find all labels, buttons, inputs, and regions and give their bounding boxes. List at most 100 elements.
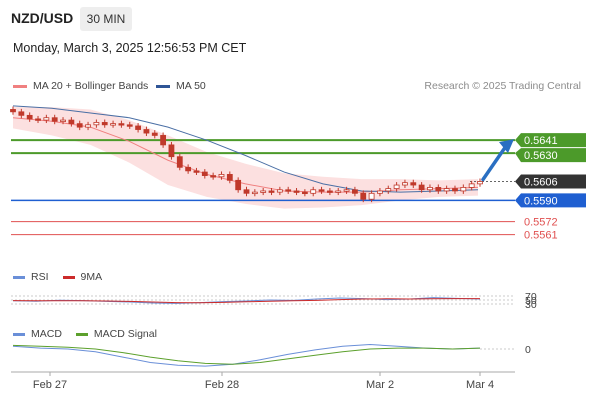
candle-body [326,190,333,193]
candle-body [410,182,417,186]
projection-arrow-head [499,139,514,154]
candle-body [377,190,383,194]
ma20-swatch [13,84,27,88]
candle-body [468,183,475,188]
candle-body [268,190,275,193]
candle-body [343,189,350,192]
candle-body [26,114,33,120]
candle-body [460,187,467,192]
legend-ma20-label: MA 20 + Bollinger Bands [33,80,149,92]
candle-body [143,129,150,134]
candle-body [427,187,433,191]
candle-body [185,166,192,172]
candle-body [68,119,75,125]
legend-rsi: RSI 9MA [13,271,102,283]
macd-line [12,343,481,367]
candle-body [193,170,200,173]
price-label-bg [515,133,586,148]
price-label: 0.5590 [524,195,558,207]
candle-body [443,188,450,192]
candle-body [310,189,317,194]
x-axis-label: Mar 2 [366,379,394,391]
candle-body [402,182,408,186]
x-axis-label: Feb 27 [33,379,67,391]
candle-body [51,117,58,122]
candle-body [276,189,283,193]
candle-body [393,184,400,189]
legend-macd-label: MACD [31,328,62,340]
candle-body [452,188,458,192]
candle-body [210,175,217,178]
candle-body [168,144,175,158]
macd-signal-line [12,344,481,365]
rsi-swatch [13,275,25,279]
candle-body [218,174,225,178]
rsi-ma-line [12,298,480,304]
rsi-tick-label: 50 [525,295,537,307]
candle-body [251,191,258,195]
candle-body [352,189,358,194]
candle-body [151,132,158,136]
candle-body [135,125,141,130]
candle-body [293,190,300,193]
symbol-title: NZD/USD [11,10,74,26]
copyright-text: Research © 2025 Trading Central [424,80,581,92]
projection-arrow [481,144,508,182]
legend-ma50: MA 50 [156,80,206,92]
ma50-line [12,105,479,193]
price-label: 0.5630 [524,150,558,162]
legend-ma20-bb: MA 20 + Bollinger Bands [13,80,148,92]
candle-body [301,191,308,195]
chart-header: NZD/USD 30 MIN [0,0,590,38]
candle-body [418,184,425,191]
candle-body [126,124,133,127]
candle-body [385,188,392,192]
candle-body [10,109,16,113]
price-label: 0.5561 [524,230,558,242]
timeframe-button[interactable]: 30 MIN [80,7,132,31]
rsi-ma-swatch [62,275,75,279]
candle-body [318,189,325,192]
candle-body [176,156,183,168]
candle-body [243,189,250,194]
candle-body [101,122,108,126]
price-label-bg [515,174,586,189]
candle-body [201,171,208,176]
rsi-tick-label: 70 [525,291,537,303]
ma50-swatch [156,84,170,88]
legend-macd: MACD MACD Signal [13,328,157,340]
macd-signal-swatch [75,332,88,336]
bollinger-band [13,107,478,209]
x-axis-label: Feb 28 [205,379,239,391]
macd-swatch [13,332,25,336]
candle-body [368,192,375,200]
candle-body [76,123,83,128]
price-label-bg [515,193,586,208]
legend-rsi-label: RSI [31,271,49,283]
candle-body [235,179,242,191]
candle-body [93,122,100,126]
price-label: 0.5606 [524,176,558,188]
legend-rsi-ma-label: 9MA [80,271,103,283]
x-axis-label: Mar 4 [466,379,494,391]
rsi-tick-label: 30 [525,299,537,311]
legend-macd-signal-label: MACD Signal [93,328,157,340]
candle-body [226,174,233,181]
candle-body [285,189,292,192]
candle-body [435,187,442,192]
candle-body [160,135,167,146]
candle-body [360,192,367,200]
candle-body [18,111,25,116]
candle-body [477,181,483,185]
chart-datetime: Monday, March 3, 2025 12:56:53 PM CET [13,41,247,55]
candle-body [85,124,91,128]
candle-body [110,123,116,126]
price-label: 0.5572 [524,217,558,229]
candle-body [43,117,50,121]
legend-ma50-label: MA 50 [176,80,206,92]
price-label-bg [515,148,586,163]
macd-tick-label: 0 [525,344,531,356]
candle-body [118,123,125,126]
candle-body [35,118,41,121]
